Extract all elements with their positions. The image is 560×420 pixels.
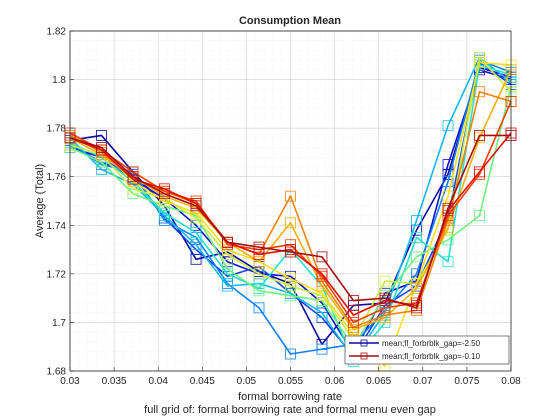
data-point bbox=[285, 348, 296, 360]
legend-label-1: mean;fl_forbrblk_gap=-2.50 bbox=[382, 339, 481, 348]
x-tick-label: 0.07 bbox=[413, 376, 433, 387]
data-point bbox=[411, 251, 422, 263]
data-point bbox=[442, 176, 454, 187]
x-tick-label: 0.06 bbox=[325, 376, 345, 387]
data-point bbox=[442, 202, 454, 214]
y-tick-label: 1.68 bbox=[47, 367, 67, 378]
data-point bbox=[474, 166, 485, 178]
data-point bbox=[442, 256, 454, 268]
data-point bbox=[253, 302, 265, 314]
x-tick-label: 0.08 bbox=[501, 376, 521, 387]
data-point bbox=[285, 273, 296, 285]
x-tick-label: 0.035 bbox=[102, 376, 127, 387]
data-point bbox=[379, 309, 391, 321]
legend-box bbox=[344, 335, 510, 365]
data-point bbox=[316, 251, 328, 263]
data-point bbox=[96, 142, 107, 153]
data-point bbox=[474, 130, 485, 141]
y-tick-label: 1.76 bbox=[47, 172, 67, 183]
legend-swatch-marker-1 bbox=[360, 339, 368, 347]
data-point bbox=[316, 343, 328, 355]
data-point bbox=[96, 164, 107, 175]
y-tick-label: 1.72 bbox=[47, 269, 67, 280]
data-point bbox=[127, 171, 139, 183]
x-tick-label: 0.055 bbox=[278, 376, 303, 387]
data-point bbox=[159, 207, 170, 219]
legend-swatch-marker-2 bbox=[360, 352, 368, 360]
legend-label-2: mean;fl_forbrblk_gap=-0.10 bbox=[382, 352, 481, 361]
data-point bbox=[316, 268, 328, 280]
data-point bbox=[411, 232, 422, 243]
data-point bbox=[253, 285, 265, 297]
data-point bbox=[379, 292, 391, 304]
data-point bbox=[222, 280, 233, 292]
data-point bbox=[348, 309, 359, 321]
data-point bbox=[474, 57, 485, 68]
data-point bbox=[253, 268, 265, 280]
y-axis-label: Average (Total) bbox=[34, 164, 46, 238]
data-point bbox=[96, 130, 107, 141]
data-point bbox=[190, 200, 202, 212]
data-point bbox=[411, 302, 422, 314]
data-point bbox=[442, 120, 454, 132]
series-14 bbox=[64, 130, 517, 314]
y-tick-label: 1.8 bbox=[52, 75, 66, 86]
data-point bbox=[285, 246, 296, 258]
legend: mean;fl_forbrblk_gap=-2.50 mean;fl_forbr… bbox=[344, 335, 510, 365]
x-axis-label: formal borrowing rate bbox=[238, 391, 342, 403]
y-tick-label: 1.82 bbox=[47, 27, 67, 38]
data-point bbox=[316, 307, 328, 319]
data-point bbox=[285, 190, 296, 202]
x-tick-label: 0.065 bbox=[366, 376, 391, 387]
data-point bbox=[253, 241, 265, 253]
data-point bbox=[159, 188, 170, 200]
ticks: 0.03 0.035 0.04 0.045 0.05 0.055 0.06 0.065 0.07… bbox=[47, 27, 522, 388]
data-point bbox=[348, 317, 359, 328]
series-line bbox=[69, 61, 512, 367]
data-point bbox=[222, 236, 233, 248]
data-point bbox=[253, 256, 265, 268]
series-line bbox=[69, 134, 511, 309]
data-point bbox=[474, 86, 485, 98]
data-point bbox=[190, 227, 202, 238]
x-tick-label: 0.05 bbox=[237, 376, 257, 387]
series-group bbox=[64, 52, 517, 372]
series-line bbox=[69, 69, 512, 355]
series-line bbox=[69, 56, 512, 360]
data-point bbox=[348, 295, 359, 306]
chart-title: Consumption Mean bbox=[239, 15, 341, 27]
data-point bbox=[411, 215, 422, 226]
data-point bbox=[285, 217, 296, 229]
x-tick-label: 0.03 bbox=[60, 376, 80, 387]
x-axis-label-2: full grid of: formal borrowing rate and … bbox=[144, 404, 436, 416]
data-point bbox=[285, 280, 296, 292]
data-point bbox=[474, 210, 485, 221]
x-tick-label: 0.075 bbox=[454, 376, 479, 387]
data-point bbox=[379, 275, 391, 287]
data-point bbox=[190, 239, 202, 251]
y-tick-label: 1.7 bbox=[52, 318, 66, 329]
y-tick-label: 1.78 bbox=[47, 124, 67, 135]
data-point bbox=[253, 249, 265, 260]
x-tick-label: 0.045 bbox=[190, 376, 215, 387]
y-tick-label: 1.74 bbox=[47, 221, 67, 232]
data-point bbox=[222, 263, 233, 275]
x-tick-label: 0.04 bbox=[148, 376, 168, 387]
